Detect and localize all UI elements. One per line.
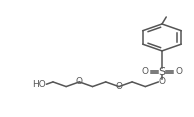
Text: O: O [115, 82, 122, 91]
Text: O: O [158, 77, 165, 86]
Text: O: O [76, 77, 83, 86]
Text: S: S [158, 67, 165, 77]
Text: O: O [176, 68, 183, 76]
Text: O: O [141, 68, 148, 76]
Text: HO: HO [32, 80, 46, 89]
